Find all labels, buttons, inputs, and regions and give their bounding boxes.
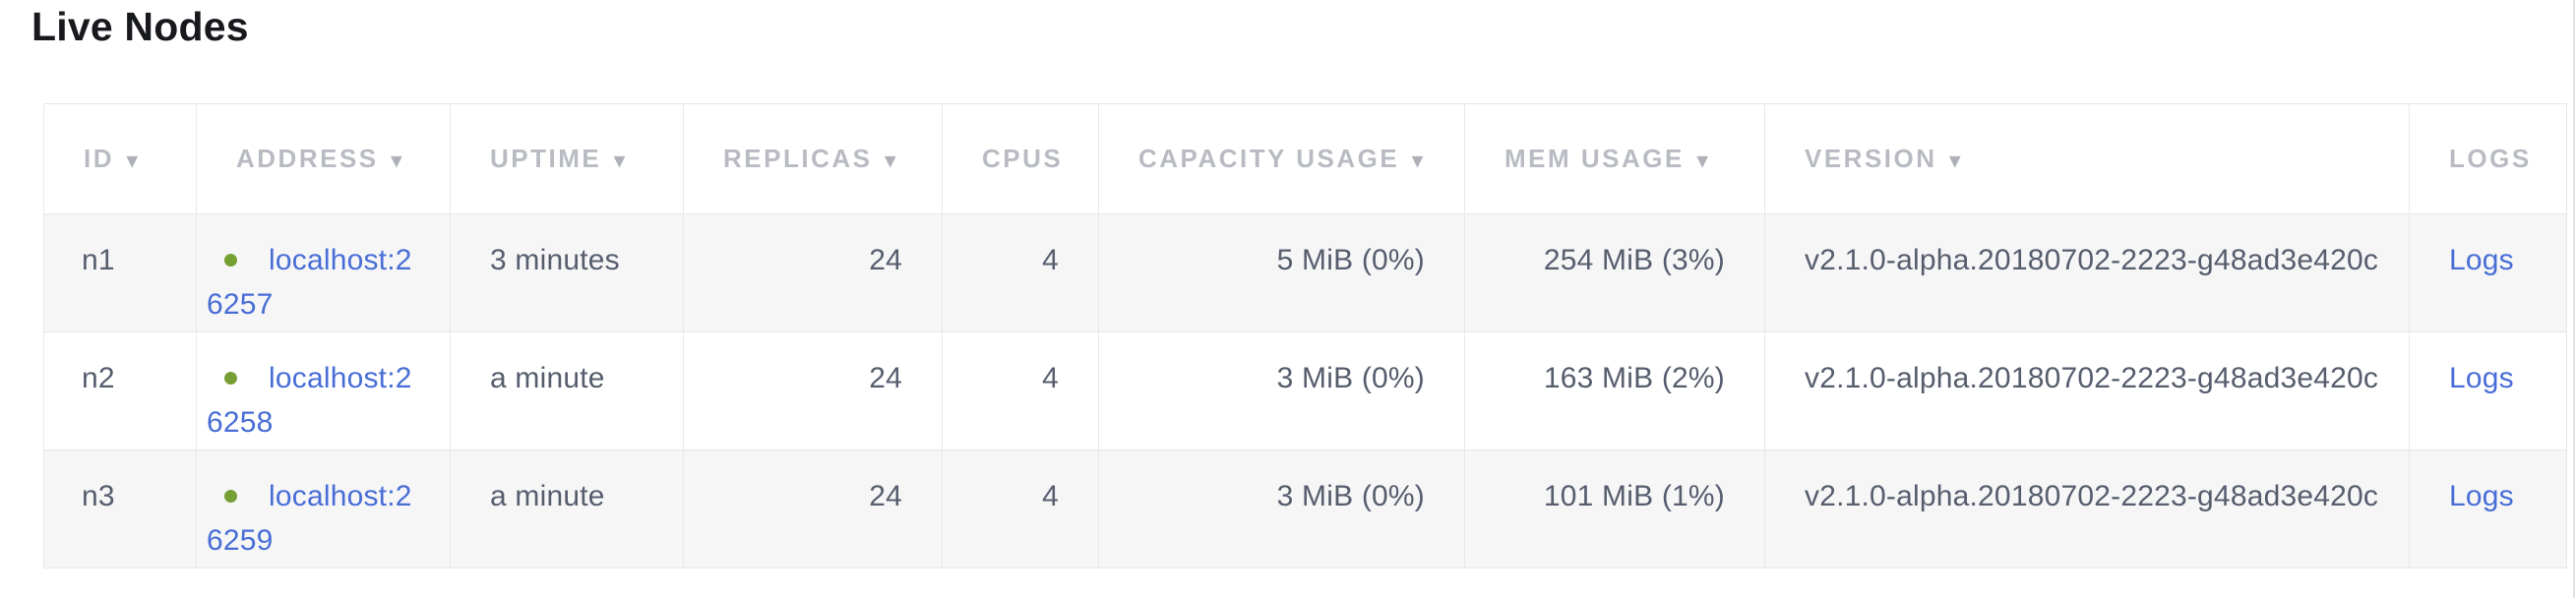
cell-version: v2.1.0-alpha.20180702-2223-g48ad3e420c [1764, 449, 2410, 568]
sort-arrow-icon [614, 144, 627, 174]
cell-node-id: n2 [43, 331, 197, 450]
table-row-n3: n3 localhost:2 6259 a minute 24 4 3 MiB (… [43, 449, 2567, 568]
cell-mem-usage: 101 MiB (1%) [1464, 449, 1765, 568]
sort-arrow-icon [1412, 144, 1425, 174]
address-link[interactable]: localhost:2 6259 [207, 480, 412, 557]
cell-address: localhost:2 6258 [196, 331, 451, 450]
sort-arrow-icon [1950, 144, 1963, 174]
column-header-label: UPTIME [490, 144, 602, 173]
sort-arrow-icon [885, 144, 897, 174]
cell-logs: Logs [2409, 449, 2567, 568]
cell-logs: Logs [2409, 331, 2567, 450]
cell-replicas: 24 [683, 331, 943, 450]
address-link[interactable]: localhost:2 6257 [207, 244, 412, 321]
column-header-label: VERSION [1805, 144, 1937, 173]
table-header-row: ID ADDRESS UPTIME REPLICAS CPUS CAPACITY… [43, 103, 2567, 214]
cell-mem-usage: 163 MiB (2%) [1464, 331, 1765, 450]
column-header-uptime[interactable]: UPTIME [450, 103, 684, 214]
cell-version: v2.1.0-alpha.20180702-2223-g48ad3e420c [1764, 331, 2410, 450]
cell-cpus: 4 [942, 331, 1099, 450]
column-header-label: REPLICAS [723, 144, 873, 173]
column-header-version[interactable]: VERSION [1764, 103, 2410, 214]
sort-arrow-icon [1697, 144, 1710, 174]
cell-uptime: a minute [450, 331, 684, 450]
cell-node-id: n3 [43, 449, 197, 568]
cell-uptime: 3 minutes [450, 213, 684, 332]
logs-link[interactable]: Logs [2449, 362, 2514, 394]
column-header-label: MEM USAGE [1504, 144, 1685, 173]
logs-link[interactable]: Logs [2449, 480, 2514, 512]
logs-link[interactable]: Logs [2449, 244, 2514, 276]
cell-address: localhost:2 6257 [196, 213, 451, 332]
page-title: Live Nodes [31, 4, 249, 49]
sort-arrow-icon [127, 144, 140, 174]
column-header-label: CAPACITY USAGE [1138, 144, 1400, 173]
node-live-status-dot-icon [224, 490, 237, 503]
column-header-address[interactable]: ADDRESS [196, 103, 451, 214]
column-header-logs: LOGS [2409, 103, 2567, 214]
column-header-label: LOGS [2449, 144, 2532, 173]
column-header-id[interactable]: ID [43, 103, 197, 214]
cell-capacity-usage: 5 MiB (0%) [1098, 213, 1465, 332]
column-header-cpus: CPUS [942, 103, 1099, 214]
cell-replicas: 24 [683, 449, 943, 568]
cell-mem-usage: 254 MiB (3%) [1464, 213, 1765, 332]
cell-cpus: 4 [942, 449, 1099, 568]
column-header-capacity-usage[interactable]: CAPACITY USAGE [1098, 103, 1465, 214]
cell-capacity-usage: 3 MiB (0%) [1098, 331, 1465, 450]
cell-cpus: 4 [942, 213, 1099, 332]
cell-replicas: 24 [683, 213, 943, 332]
cell-version: v2.1.0-alpha.20180702-2223-g48ad3e420c [1764, 213, 2410, 332]
live-nodes-table: ID ADDRESS UPTIME REPLICAS CPUS CAPACITY… [43, 103, 2567, 568]
address-link[interactable]: localhost:2 6258 [207, 362, 412, 439]
column-header-mem-usage[interactable]: MEM USAGE [1464, 103, 1765, 214]
window-right-edge-divider [2573, 0, 2575, 598]
sort-arrow-icon [392, 144, 404, 174]
cell-address: localhost:2 6259 [196, 449, 451, 568]
table-row-n1: n1 localhost:2 6257 3 minutes 24 4 5 MiB … [43, 213, 2567, 332]
cell-node-id: n1 [43, 213, 197, 332]
cell-capacity-usage: 3 MiB (0%) [1098, 449, 1465, 568]
cell-logs: Logs [2409, 213, 2567, 332]
column-header-label: CPUS [982, 144, 1064, 173]
table-row-n2: n2 localhost:2 6258 a minute 24 4 3 MiB (… [43, 331, 2567, 450]
column-header-label: ID [84, 144, 114, 173]
node-live-status-dot-icon [224, 372, 237, 385]
cell-uptime: a minute [450, 449, 684, 568]
node-live-status-dot-icon [224, 254, 237, 267]
column-header-replicas[interactable]: REPLICAS [683, 103, 943, 214]
column-header-label: ADDRESS [236, 144, 379, 173]
